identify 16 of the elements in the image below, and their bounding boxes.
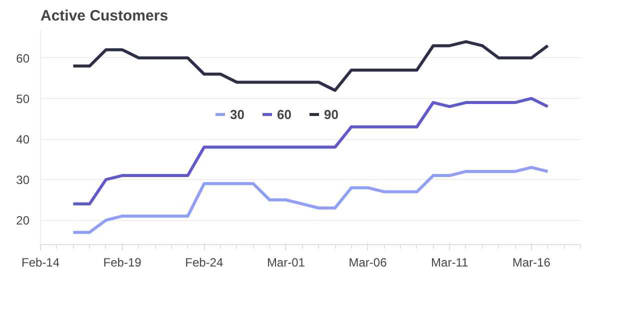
x-tick-label: Feb-14	[21, 256, 60, 270]
legend-label: 30	[230, 106, 246, 122]
x-tick-label: Mar-11	[431, 256, 468, 270]
y-tick-label: 20	[16, 214, 30, 228]
x-tick-label: Mar-16	[512, 256, 551, 270]
y-tick-label: 50	[16, 92, 30, 106]
x-tick-label: Feb-24	[185, 256, 224, 270]
y-tick-label: 40	[16, 132, 30, 147]
x-tick-label: Feb-19	[103, 256, 142, 270]
legend-label: 90	[324, 106, 340, 122]
y-tick-label: 30	[16, 173, 30, 188]
x-tick-label: Mar-06	[348, 256, 388, 270]
x-tick-label: Mar-01	[266, 256, 306, 270]
y-tick-label: 60	[16, 51, 30, 66]
chart-title: Active Customers	[40, 8, 168, 24]
legend-label: 60	[277, 106, 292, 122]
